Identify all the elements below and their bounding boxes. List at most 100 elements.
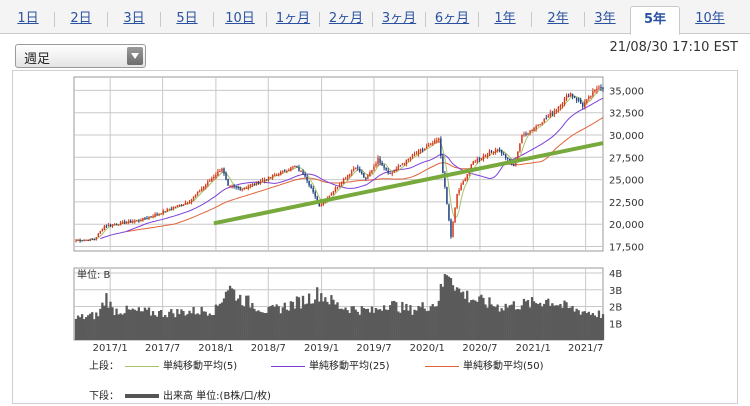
volume-bar [474,300,477,340]
legend-label-sma5: 単純移動平均(5) [163,361,238,372]
tab-separator [54,12,55,27]
volume-bar [478,296,481,340]
volume-bar [427,310,430,340]
volume-bar [328,304,331,340]
candle-body [600,87,602,89]
volume-bar [277,306,280,340]
tab-1年[interactable]: 1年 [481,6,529,34]
candle-body [575,98,578,101]
volume-bar [557,305,560,340]
volume-bar [344,307,347,340]
volume-bar [89,313,92,340]
volume-bar [194,314,197,340]
tab-1日[interactable]: 1日 [4,6,52,34]
candle-body [529,130,531,133]
tab-label: 2年 [547,11,569,26]
candle-body [367,175,369,179]
tab-2年[interactable]: 2年 [534,6,582,34]
volume-bar [587,311,590,340]
candle-body [573,96,576,98]
candle-body [419,149,422,151]
volume-bar [415,310,418,340]
volume-bar [174,317,177,340]
volume-tick-label: 2B [609,303,622,314]
tab-10日[interactable]: 10日 [216,6,264,34]
tab-3日[interactable]: 3日 [110,6,158,34]
candle-body [448,204,450,221]
volume-bar [206,315,209,340]
volume-bar [115,308,118,340]
volume-tick-label: 3B [609,286,622,297]
candle-body [581,103,584,107]
price-tick-label: 17,500 [609,243,644,254]
candle-body [184,202,187,205]
volume-bar [356,311,359,340]
candle-body [316,196,318,203]
volume-bar [157,311,161,340]
volume-bar [522,298,526,340]
legend-swatch-sma50 [425,365,459,367]
volume-bar [257,310,260,340]
volume-bar [97,316,100,340]
candle-body [389,172,391,174]
volume-bar [425,311,428,340]
candle-body [292,166,294,168]
candle-body [194,194,197,197]
candle-body [123,221,126,224]
volume-bar [364,308,368,340]
volume-bar [593,315,597,340]
tab-label: 2ヶ月 [328,11,364,26]
volume-bar [180,309,183,340]
candle-body [174,207,177,209]
candle-body [192,196,195,200]
tab-5年[interactable]: 5年 [630,6,680,35]
sma-25-line [100,97,604,240]
volume-bar [433,306,436,340]
candle-body [484,155,487,157]
tab-6ヶ月[interactable]: 6ヶ月 [428,6,476,34]
candle-body [555,109,558,112]
candle-body [239,187,241,190]
period-select[interactable]: 週足 [15,44,146,68]
candle-body [103,226,106,230]
volume-bar [551,303,554,340]
candle-body [478,158,481,160]
volume-bar [348,313,351,340]
candle-body [328,195,331,199]
volume-bar [490,304,493,340]
legend-swatch-sma5 [125,365,159,367]
candle-body [134,220,136,222]
volume-bar [214,304,218,340]
candle-body [476,159,479,162]
tab-3年[interactable]: 3年 [587,6,623,34]
candle-body [579,99,582,104]
tab-2ヶ月[interactable]: 2ヶ月 [322,6,370,34]
x-tick-label: 2017/1 [93,343,128,354]
candle-body [188,202,191,204]
volume-bar [346,310,349,340]
candle-body [521,134,523,144]
candle-body [117,224,120,226]
volume-bar [565,302,568,340]
volume-bar [393,300,396,340]
tab-label: 2日 [70,11,92,26]
candle-body [569,92,572,97]
volume-bar [127,309,130,340]
tab-5日[interactable]: 5日 [163,6,211,34]
tab-1ヶ月[interactable]: 1ヶ月 [269,6,317,34]
volume-bar [336,302,339,340]
volume-bar [397,311,400,340]
candle-body [85,239,87,241]
price-tick-label: 22,500 [609,198,644,209]
volume-bar [198,314,201,340]
tab-label: 3ヶ月 [381,11,417,26]
tab-10年[interactable]: 10年 [684,6,736,34]
volume-bar [403,310,406,340]
candle-body [543,118,545,123]
tab-2日[interactable]: 2日 [57,6,105,34]
volume-bar [299,308,303,340]
x-tick-label: 2018/7 [251,343,286,354]
volume-bar [143,307,147,340]
candle-body [158,213,160,215]
tab-3ヶ月[interactable]: 3ヶ月 [375,6,423,34]
